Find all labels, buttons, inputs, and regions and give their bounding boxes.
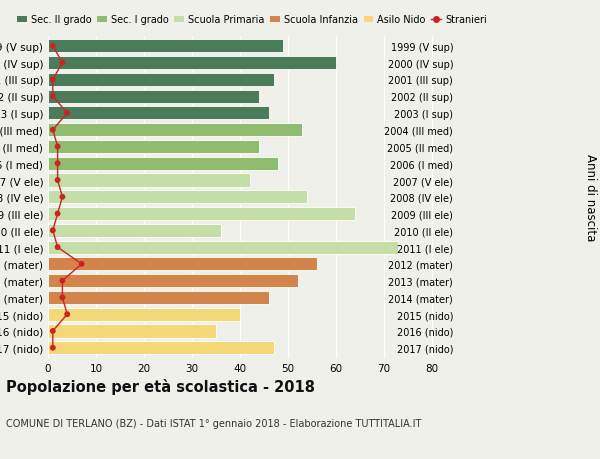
Bar	[48, 191, 307, 204]
Bar	[48, 207, 355, 221]
Point	[62, 311, 72, 318]
Bar	[48, 140, 259, 154]
Point	[58, 277, 67, 285]
Point	[48, 227, 58, 235]
Bar	[48, 90, 259, 103]
Bar	[48, 174, 250, 187]
Point	[48, 93, 58, 101]
Point	[48, 43, 58, 50]
Bar	[48, 57, 336, 70]
Point	[48, 127, 58, 134]
Point	[48, 77, 58, 84]
Bar	[48, 241, 398, 254]
Text: Popolazione per età scolastica - 2018: Popolazione per età scolastica - 2018	[6, 379, 315, 395]
Bar	[48, 107, 269, 120]
Bar	[48, 124, 302, 137]
Bar	[48, 157, 278, 170]
Bar	[48, 291, 269, 304]
Bar	[48, 308, 240, 321]
Bar	[48, 224, 221, 237]
Point	[53, 144, 62, 151]
Point	[58, 294, 67, 302]
Point	[53, 210, 62, 218]
Bar	[48, 40, 283, 53]
Text: Anni di nascita: Anni di nascita	[584, 154, 597, 241]
Text: COMUNE DI TERLANO (BZ) - Dati ISTAT 1° gennaio 2018 - Elaborazione TUTTITALIA.IT: COMUNE DI TERLANO (BZ) - Dati ISTAT 1° g…	[6, 418, 421, 428]
Bar	[48, 258, 317, 271]
Point	[53, 244, 62, 251]
Point	[53, 160, 62, 168]
Point	[77, 261, 86, 268]
Point	[53, 177, 62, 185]
Point	[48, 344, 58, 352]
Point	[58, 60, 67, 67]
Bar	[48, 74, 274, 87]
Legend: Sec. II grado, Sec. I grado, Scuola Primaria, Scuola Infanzia, Asilo Nido, Stran: Sec. II grado, Sec. I grado, Scuola Prim…	[17, 16, 487, 25]
Bar	[48, 274, 298, 288]
Bar	[48, 341, 274, 354]
Point	[48, 328, 58, 335]
Point	[62, 110, 72, 118]
Point	[58, 194, 67, 201]
Bar	[48, 325, 216, 338]
